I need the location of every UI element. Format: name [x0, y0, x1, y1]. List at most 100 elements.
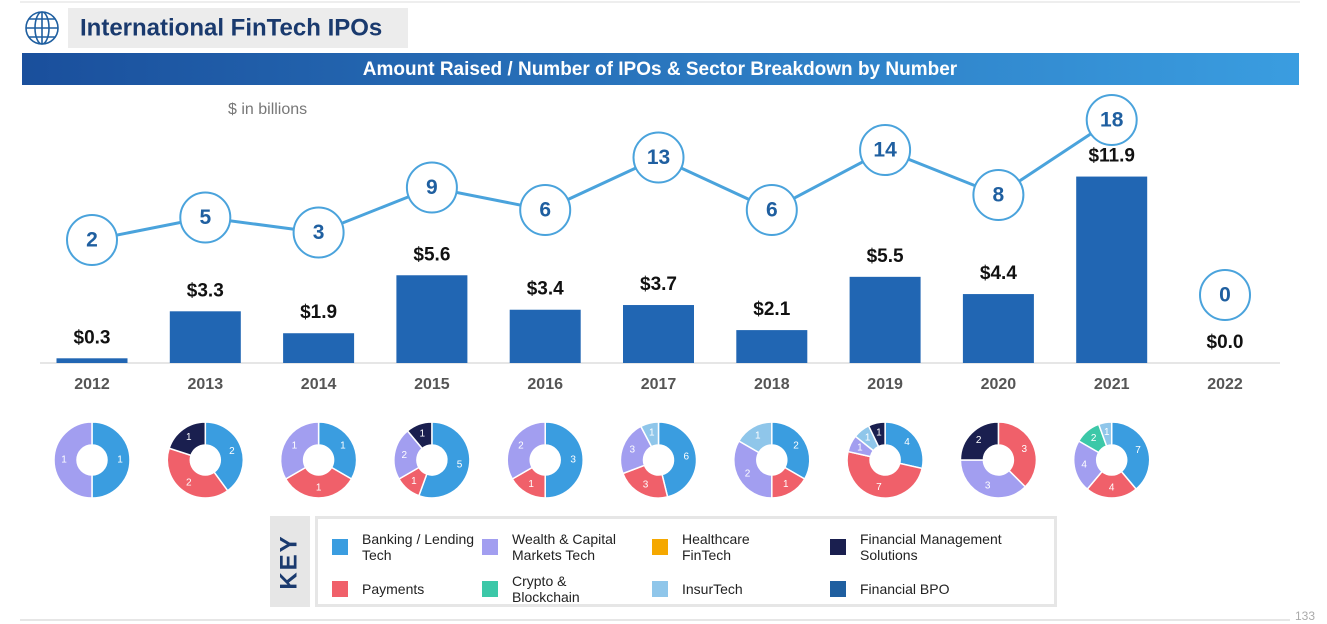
x-tick-label: 2019 [867, 376, 903, 393]
bar [736, 330, 808, 363]
bar-value-label: $3.4 [527, 279, 564, 300]
globe-icon [25, 11, 59, 45]
donut-slice-label: 4 [904, 437, 910, 448]
bar [623, 305, 694, 363]
donut-slice [204, 421, 245, 492]
ipo-count-label: 5 [199, 206, 211, 229]
bar [56, 358, 128, 363]
donut-slice-label: 2 [793, 441, 799, 452]
x-tick-label: 2016 [527, 376, 563, 393]
donut-slice-label: 3 [643, 479, 649, 490]
legend-swatch [652, 539, 668, 555]
legend-item: Financial BPO [830, 571, 1030, 607]
donut-slice [959, 421, 1000, 461]
donut-slice [406, 421, 433, 450]
donut-slice-label: 1 [783, 479, 789, 490]
bar-value-label: $0.0 [1207, 332, 1244, 353]
legend: Banking / Lending Tech Payments Wealth & C… [315, 516, 1057, 607]
donut-slice [168, 421, 207, 457]
legend-item: Wealth & Capital Markets Tech [482, 523, 652, 571]
donut-slice-label: 5 [457, 460, 463, 471]
bar-value-label: $0.3 [74, 327, 111, 348]
donut-slice-label: 1 [528, 479, 534, 490]
bar-value-label: $3.7 [640, 274, 677, 295]
donut-slice-label: 1 [1104, 427, 1110, 438]
donut-slice-label: 1 [865, 433, 871, 444]
banner-text: Amount Raised / Number of IPOs & Sector … [363, 59, 958, 80]
donut-slice-label: 1 [292, 441, 298, 452]
legend-text: Financial BPO [860, 581, 950, 597]
donut-slice [506, 421, 546, 481]
ipo-count-label: 2 [86, 229, 98, 252]
bar-value-label: $11.9 [1088, 146, 1135, 167]
title: International FinTech IPOs [80, 14, 382, 41]
donut-slice [53, 421, 93, 499]
banner [22, 53, 1299, 85]
bar-value-label: $5.6 [413, 244, 450, 265]
legend-swatch [332, 539, 348, 555]
x-tick-label: 2013 [188, 376, 224, 393]
donut-slice-label: 1 [649, 427, 655, 438]
bar-value-label: $1.9 [300, 302, 337, 323]
legend-item: Payments [332, 571, 482, 607]
donut-slice-label: 1 [876, 427, 882, 438]
x-tick-label: 2014 [301, 376, 337, 393]
ipo-count-label: 3 [313, 221, 325, 244]
legend-swatch [482, 539, 498, 555]
x-tick-label: 2021 [1094, 376, 1130, 393]
ipo-marker [179, 191, 232, 244]
legend-item: Crypto & Blockchain [482, 571, 652, 607]
donut-slice-label: 4 [1081, 460, 1087, 471]
legend-swatch [830, 581, 846, 597]
donut-slice [846, 450, 924, 499]
donut-slice [91, 421, 131, 499]
ipo-line [91, 118, 1113, 242]
donut-slice-label: 7 [876, 482, 882, 493]
donut-slice-label: 2 [518, 441, 524, 452]
bar [509, 309, 581, 363]
x-tick-label: 2015 [414, 376, 450, 393]
donut-slice [737, 421, 773, 454]
ipo-marker [519, 184, 572, 236]
donut-slice-label: 2 [186, 477, 192, 488]
ipo-marker [632, 131, 685, 184]
donut-slice-label: 2 [229, 446, 235, 457]
donut-slice-label: 3 [630, 445, 636, 456]
legend-item: Healthcare FinTech [652, 523, 830, 571]
ipo-count-label: 0 [1219, 284, 1231, 307]
donut-slice-label: 3 [1021, 444, 1027, 455]
donut-slice-label: 1 [117, 455, 123, 466]
donut-slice [544, 421, 584, 499]
page-number: 133 [1295, 609, 1315, 623]
donut-slice [284, 466, 353, 499]
bar [169, 311, 241, 363]
donut-slice [771, 421, 811, 481]
donut-slice [959, 459, 1027, 499]
donut-slice [997, 421, 1038, 488]
donut-slice [867, 421, 886, 448]
ipo-count-label: 18 [1100, 109, 1124, 132]
donut-slice-label: 1 [420, 428, 426, 439]
legend-text: Crypto & Blockchain [512, 573, 580, 605]
legend-text: Banking / Lending Tech [362, 531, 475, 563]
donut-slice-label: 1 [755, 430, 761, 441]
donut-slice-label: 2 [976, 435, 982, 446]
legend-swatch [482, 581, 498, 597]
donut-slice-label: 3 [985, 481, 991, 492]
ipo-marker [972, 169, 1025, 221]
legend-text: Wealth & Capital Markets Tech [512, 531, 617, 563]
donut-slice-label: 1 [61, 455, 67, 466]
donut-slice-label: 1 [340, 441, 346, 452]
bar [283, 333, 355, 363]
legend-text: Financial Management Solutions [860, 531, 1002, 563]
unit-label: $ in billions [228, 101, 307, 118]
donut-slice [1110, 421, 1151, 491]
ipo-count-label: 13 [647, 146, 670, 169]
bar [849, 276, 921, 363]
ipo-marker [292, 206, 345, 259]
donut-slice [1097, 421, 1113, 447]
x-tick-label: 2020 [981, 376, 1017, 393]
donut-slice [884, 421, 924, 470]
